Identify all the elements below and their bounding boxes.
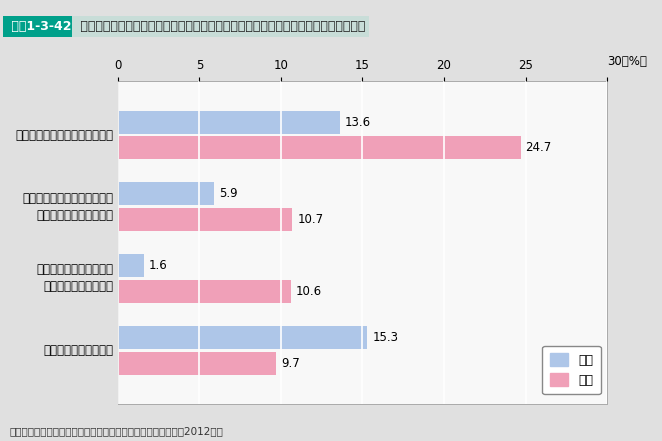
Bar [118, 254, 144, 277]
Bar [118, 208, 293, 231]
Text: 15.3: 15.3 [372, 331, 399, 344]
Bar [118, 280, 291, 303]
Text: 10.6: 10.6 [296, 285, 322, 298]
Bar [118, 136, 521, 160]
Bar [118, 326, 367, 349]
Text: 資料：内閣府「少子化と夫婦の生活環境に関する意識調査」（2012年）: 資料：内閣府「少子化と夫婦の生活環境に関する意識調査」（2012年） [10, 426, 224, 437]
Text: 1.6: 1.6 [149, 259, 167, 272]
Bar [118, 183, 214, 206]
Text: 30（%）: 30（%） [607, 56, 647, 68]
Legend: 男性, 女性: 男性, 女性 [542, 346, 601, 394]
Text: 図表1-3-42: 図表1-3-42 [7, 20, 75, 33]
Text: 24.7: 24.7 [526, 142, 552, 154]
Text: 9.7: 9.7 [281, 357, 300, 370]
Text: 5.9: 5.9 [219, 187, 238, 200]
Bar [118, 111, 340, 134]
Text: 13.6: 13.6 [344, 116, 371, 129]
Bar [118, 351, 276, 374]
Text: 理想とする子どもの数より現実的に持つつもりの子どもの数が少ない理由（男女別）: 理想とする子どもの数より現実的に持つつもりの子どもの数が少ない理由（男女別） [76, 20, 365, 33]
Text: 10.7: 10.7 [297, 213, 323, 226]
